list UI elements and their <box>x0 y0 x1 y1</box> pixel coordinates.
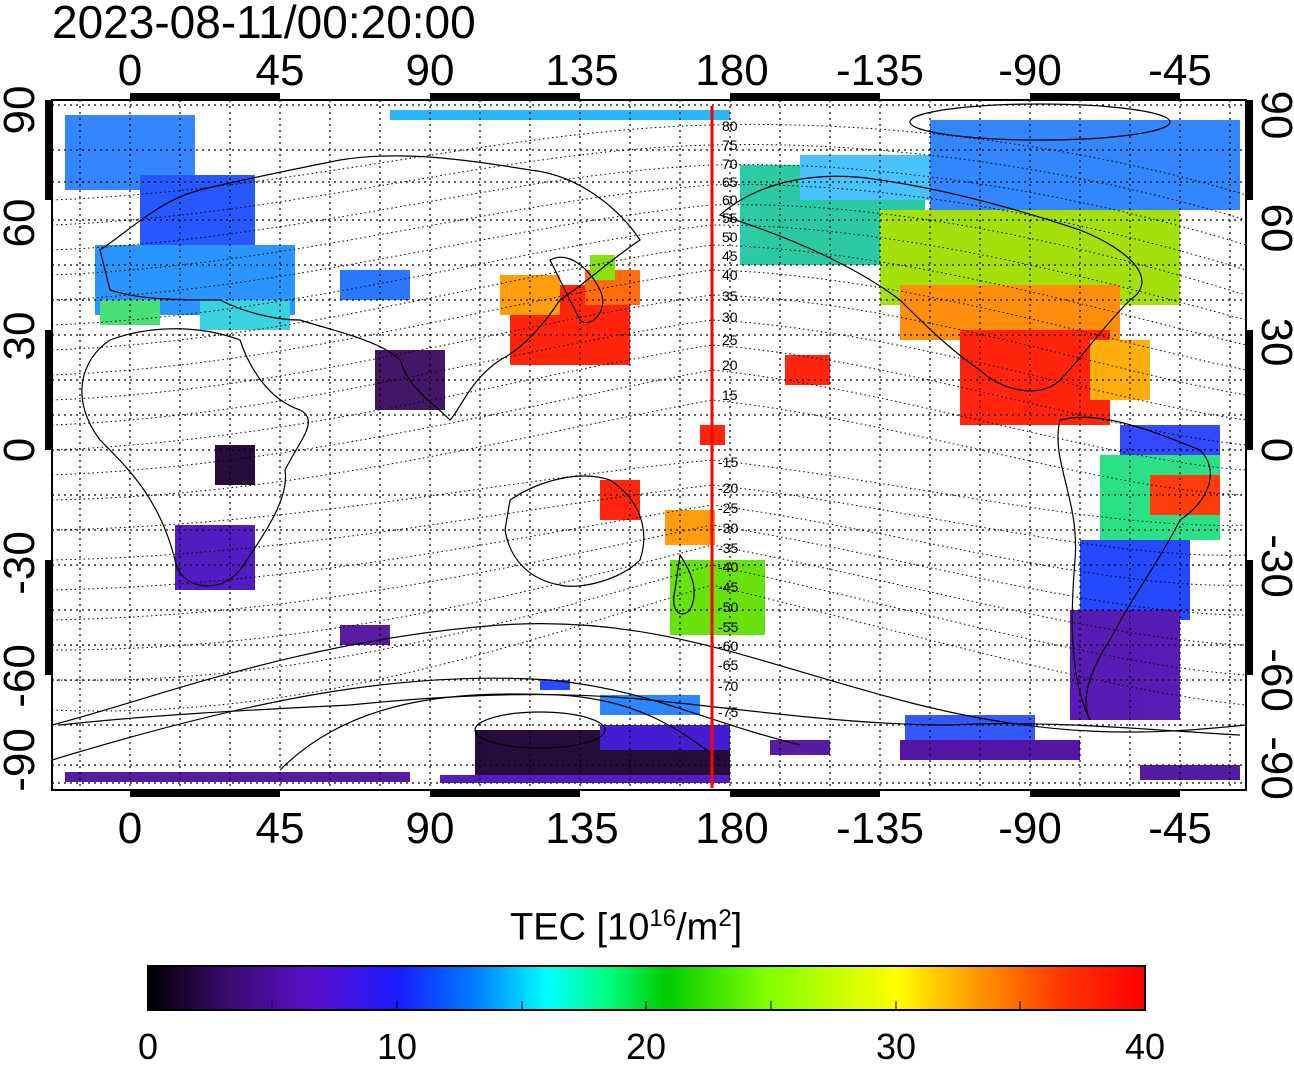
mlat-label: 80 <box>722 118 738 134</box>
colorbar-tick-label: 40 <box>1124 1026 1166 1067</box>
mlat-label: 75 <box>722 137 738 153</box>
magnetic-latitude-labels: 80 75 70 65 60 55 50 45 40 35 30 25 20 1… <box>718 118 738 720</box>
mlat-label: -65 <box>718 657 738 673</box>
mlat-label: 45 <box>722 248 738 264</box>
top-longitude-axis: 0 45 90 135 180 -135 -90 -45 <box>118 46 1212 95</box>
tec-map: 80 75 70 65 60 55 50 45 40 35 30 25 20 1… <box>0 46 1294 853</box>
mlat-label: 15 <box>722 387 738 403</box>
mlat-label: -55 <box>718 619 738 635</box>
left-latitude-axis: 90 60 30 0 -30 -60 -90 <box>0 86 44 792</box>
colorbar-title: TEC [1016/m2] <box>510 905 743 949</box>
lon-tick-label: -135 <box>836 804 924 853</box>
map-border-bars <box>45 93 1253 797</box>
timestamp-title: 2023-08-11/00:20:00 <box>52 0 476 48</box>
mlat-label: -75 <box>718 704 738 720</box>
colorbar-tick-label: 10 <box>376 1026 418 1067</box>
mlat-label: -45 <box>718 579 738 595</box>
mlat-label: -30 <box>718 520 738 536</box>
mlat-label: 70 <box>722 156 738 172</box>
lon-tick-label: 135 <box>545 804 618 853</box>
lon-tick-label: 180 <box>695 804 768 853</box>
north-america-outline <box>718 175 1143 392</box>
lat-tick-label: 60 <box>0 199 44 248</box>
lon-tick-label: -90 <box>998 46 1062 95</box>
lon-tick-label: -90 <box>998 804 1062 853</box>
lon-tick-label: -45 <box>1148 804 1212 853</box>
lat-tick-label: -30 <box>1252 534 1294 598</box>
australia-outline <box>504 475 645 587</box>
lon-tick-label: 0 <box>118 46 142 95</box>
antarctica-outline <box>59 693 1241 736</box>
lat-tick-label: 30 <box>0 312 44 361</box>
mlat-label: -40 <box>718 559 738 575</box>
lat-tick-label: 90 <box>1252 91 1294 140</box>
japan-outline <box>549 256 604 324</box>
mlat-label: 30 <box>722 309 738 325</box>
mlat-label: 65 <box>722 174 738 190</box>
mlat-label: -20 <box>718 480 738 496</box>
mlat-label: 55 <box>722 210 738 226</box>
lat-tick-label: 30 <box>1252 318 1294 367</box>
mlat-label: 35 <box>722 288 738 304</box>
coastlines <box>59 155 1241 736</box>
lat-tick-label: -60 <box>1252 648 1294 712</box>
mlat-label: 50 <box>722 229 738 245</box>
lat-tick-label: -60 <box>0 644 44 708</box>
mlat-label: -50 <box>718 599 738 615</box>
bottom-longitude-axis: 0 45 90 135 180 -135 -90 -45 <box>118 804 1212 853</box>
mlat-label: 40 <box>722 267 738 283</box>
mlat-label: 60 <box>722 192 738 208</box>
lon-tick-label: 90 <box>406 46 455 95</box>
lon-tick-label: 90 <box>406 804 455 853</box>
mlat-label: -70 <box>718 678 738 694</box>
lat-tick-label: 60 <box>1252 204 1294 253</box>
lat-tick-label: -90 <box>1252 736 1294 800</box>
colorbar-tick-label: 0 <box>137 1026 159 1067</box>
lon-tick-label: -45 <box>1148 46 1212 95</box>
auroral-oval-contours <box>52 103 1246 771</box>
lon-tick-label: 180 <box>695 46 768 95</box>
right-latitude-axis: 90 60 30 0 -30 -60 -90 <box>1252 91 1294 800</box>
mlat-label: 20 <box>722 357 738 373</box>
eurasia-outline <box>99 155 641 421</box>
lat-tick-label: -30 <box>0 531 44 595</box>
colorbar-ticks <box>271 1001 1021 1010</box>
colorbar <box>147 965 1146 1011</box>
mlat-label: -15 <box>718 454 738 470</box>
lat-tick-label: -90 <box>0 728 44 792</box>
lon-tick-label: 0 <box>118 804 142 853</box>
new-zealand-outline <box>673 553 695 615</box>
mlat-label: -35 <box>718 540 738 556</box>
south-america-outline <box>1057 416 1211 721</box>
lat-tick-label: 0 <box>0 438 44 462</box>
lat-tick-label: 90 <box>0 86 44 135</box>
mlat-label: -60 <box>718 638 738 654</box>
mlat-label: 25 <box>722 332 738 348</box>
africa-outline <box>81 328 310 587</box>
lon-tick-label: 45 <box>256 804 305 853</box>
lon-tick-label: 135 <box>545 46 618 95</box>
lon-tick-label: -135 <box>836 46 924 95</box>
colorbar-tick-label: 20 <box>625 1026 667 1067</box>
colorbar-tick-label: 30 <box>875 1026 917 1067</box>
mlat-label: -25 <box>718 500 738 516</box>
lat-tick-label: 0 <box>1252 438 1294 462</box>
lon-tick-label: 45 <box>256 46 305 95</box>
